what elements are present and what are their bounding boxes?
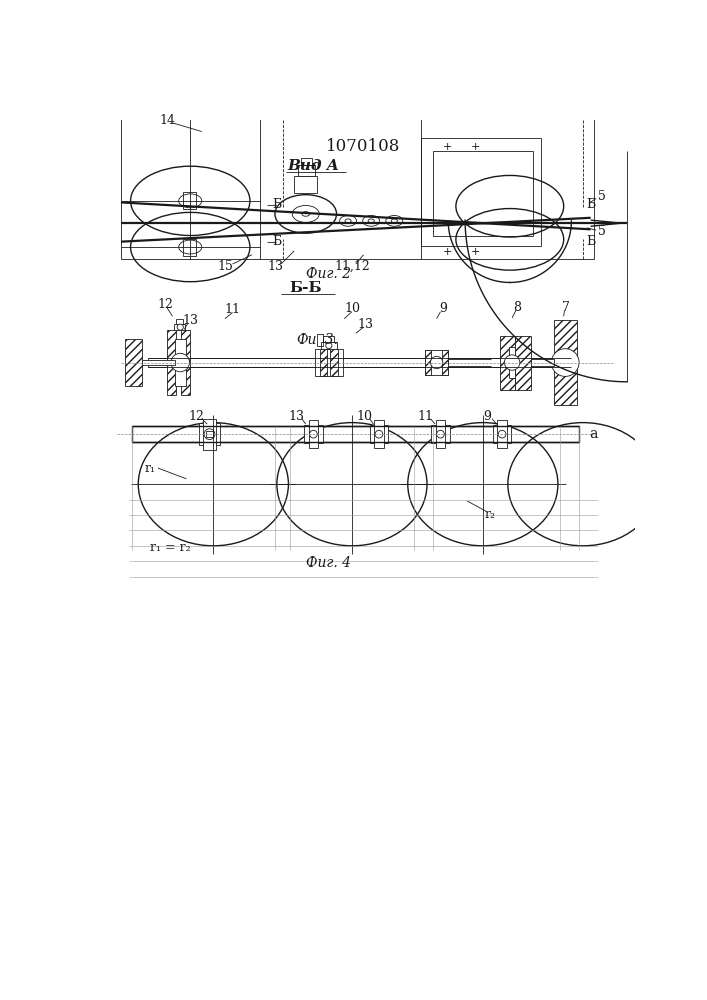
Text: 8: 8 [513,301,522,314]
Bar [181,330,190,395]
Text: 13: 13 [358,318,374,331]
Text: Б: Б [272,235,281,248]
Circle shape [551,349,579,376]
Text: Б: Б [586,235,595,248]
Bar [175,339,186,386]
Text: +: + [443,142,452,152]
Bar [206,431,213,437]
Bar [530,359,554,366]
Bar [370,425,388,443]
Circle shape [177,324,183,330]
Bar [436,420,445,448]
Bar [320,349,327,376]
Text: 10: 10 [356,410,373,423]
Circle shape [431,356,443,369]
Text: 7: 7 [562,301,570,314]
Bar [515,336,530,389]
Bar [425,350,448,375]
Text: r₂: r₂ [485,508,496,521]
Text: Фиг. 2: Фиг. 2 [306,267,351,281]
Bar [493,425,511,443]
Bar [304,425,322,443]
Bar [330,349,338,376]
Bar [294,176,317,193]
Circle shape [498,430,506,438]
Bar [204,419,216,450]
Text: r₁: r₁ [145,462,156,475]
Text: Фиг. 4: Фиг. 4 [306,556,351,570]
Bar [425,350,431,375]
Bar [167,330,176,395]
Bar [182,192,197,209]
Bar [321,342,337,349]
Bar [442,350,448,375]
Text: 12: 12 [189,410,204,423]
Text: 14: 14 [159,113,175,126]
Text: 13: 13 [267,260,283,273]
Text: 11: 11 [225,303,240,316]
Circle shape [310,430,317,438]
Bar [315,349,343,376]
Text: 11: 11 [417,410,433,423]
Bar [309,420,318,448]
Circle shape [326,343,332,349]
Bar [132,426,579,442]
Bar [175,319,183,324]
Circle shape [204,429,215,440]
Bar [433,151,533,235]
Bar [182,239,197,256]
Text: Фиͣ3.: Фиͣ3. [296,332,338,346]
Circle shape [437,430,444,438]
Text: +: + [470,247,480,257]
Text: 10: 10 [344,302,360,315]
Bar [301,158,312,165]
Bar [509,347,515,378]
Text: 13: 13 [288,410,305,423]
Text: Б: Б [586,198,595,211]
Text: 5: 5 [598,190,606,204]
Bar [298,165,315,176]
Bar [421,138,541,246]
Circle shape [171,353,189,372]
Text: 12: 12 [158,298,173,311]
Text: 9: 9 [439,302,447,315]
Bar [125,339,141,386]
Text: +: + [470,142,480,152]
Text: Вид A: Вид A [288,159,339,173]
Bar [174,324,185,330]
Text: Б-Б: Б-Б [289,281,322,295]
Text: 13: 13 [182,314,198,327]
Text: Б: Б [272,198,281,211]
Bar [324,336,334,342]
Bar [148,358,571,367]
Circle shape [375,430,382,438]
Text: а: а [589,427,597,441]
Bar [554,320,577,405]
Text: 1070108: 1070108 [325,138,400,155]
Text: 5: 5 [598,225,606,238]
Circle shape [504,355,520,370]
Bar [498,420,507,448]
Text: 11,12: 11,12 [334,260,370,273]
Text: 9: 9 [483,410,491,423]
Text: r₁ = r₂: r₁ = r₂ [150,541,191,554]
Text: 15: 15 [217,260,233,273]
Bar [500,336,515,389]
Text: +: + [443,247,452,257]
Bar [374,420,383,448]
Bar [141,360,175,365]
Bar [121,108,595,259]
Bar [431,425,450,443]
Bar [199,423,221,445]
